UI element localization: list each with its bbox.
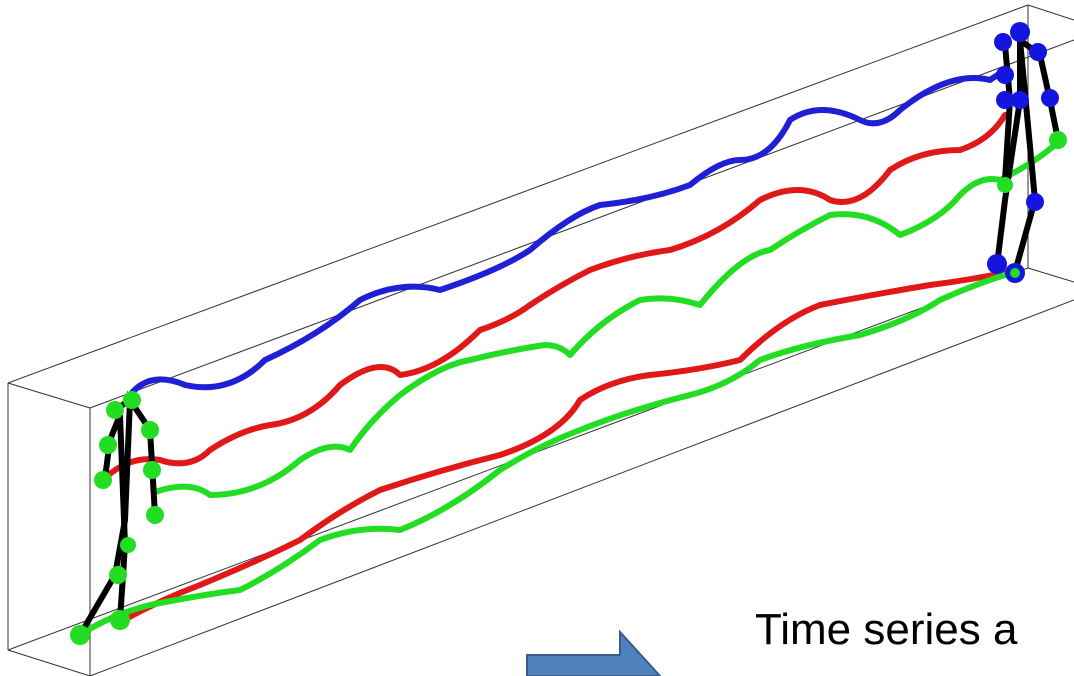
joint (996, 66, 1014, 84)
joint (120, 537, 136, 553)
joint (123, 391, 141, 409)
joint (1010, 22, 1030, 42)
box-edge (1028, 268, 1074, 282)
box-edge (8, 5, 1028, 383)
joint (143, 461, 161, 479)
skeleton-end (987, 22, 1067, 283)
joint (997, 177, 1013, 193)
page: {"caption": "Time series a"} (0, 0, 1074, 676)
green-trajectory (155, 140, 1060, 495)
joint (99, 436, 117, 454)
joint (1029, 43, 1047, 61)
joint (70, 625, 90, 645)
figure: Time series a (0, 0, 1074, 676)
joint (106, 401, 124, 419)
caption: Time series a (755, 605, 1018, 654)
joint (1049, 131, 1067, 149)
joint (109, 566, 127, 584)
green-trajectory (80, 272, 1015, 635)
joint (994, 33, 1012, 51)
joint (1041, 89, 1059, 107)
joint (1026, 193, 1044, 211)
blue-trajectory (130, 70, 1005, 395)
trajectories (80, 70, 1060, 635)
red-trajectory (120, 272, 1008, 622)
joint (141, 421, 159, 439)
arrow (527, 632, 660, 676)
joint (94, 471, 112, 489)
bounding-box (8, 5, 1074, 676)
box-edge (8, 650, 90, 676)
joint (110, 610, 130, 630)
box-edge (1028, 5, 1074, 20)
box-edge (8, 383, 90, 408)
joint (146, 506, 164, 524)
joint (1010, 268, 1020, 278)
joint (987, 254, 1007, 274)
joint (1011, 91, 1029, 109)
